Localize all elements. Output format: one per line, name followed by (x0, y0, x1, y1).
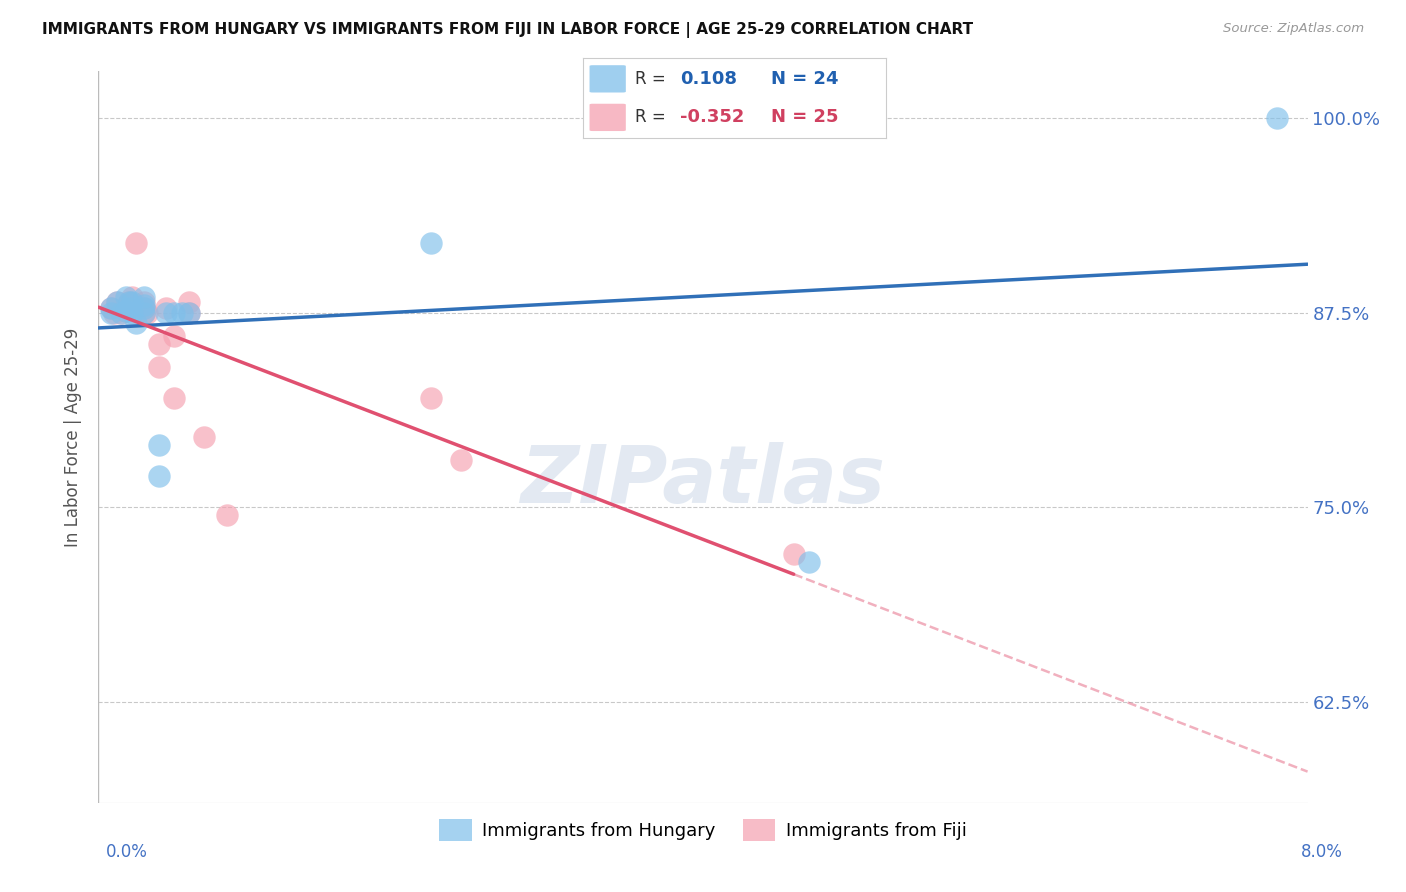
Text: R =: R = (636, 70, 665, 87)
Point (110, 305, 132, 319)
Point (121, 305, 143, 319)
Point (179, 305, 201, 319)
Point (121, 294, 143, 309)
Point (118, 294, 141, 309)
Point (100, 305, 122, 319)
Point (132, 301, 155, 315)
Text: IMMIGRANTS FROM HUNGARY VS IMMIGRANTS FROM FIJI IN LABOR FORCE | AGE 25-29 CORRE: IMMIGRANTS FROM HUNGARY VS IMMIGRANTS FR… (42, 22, 973, 38)
Text: Source: ZipAtlas.com: Source: ZipAtlas.com (1223, 22, 1364, 36)
Text: 8.0%: 8.0% (1301, 843, 1343, 861)
Point (114, 304, 136, 318)
Point (193, 430, 215, 444)
Point (450, 453, 472, 467)
Point (125, 235, 148, 250)
Point (179, 305, 201, 319)
Point (1267, 111, 1289, 125)
Point (103, 305, 125, 319)
Point (132, 294, 155, 309)
Point (132, 301, 155, 315)
Text: N = 24: N = 24 (770, 70, 838, 87)
Point (125, 317, 148, 331)
Point (135, 305, 157, 319)
Point (155, 305, 177, 319)
Point (132, 298, 155, 312)
Point (148, 336, 170, 351)
Point (155, 301, 177, 315)
Point (179, 294, 201, 309)
Point (105, 294, 128, 309)
Text: R =: R = (636, 109, 665, 127)
Y-axis label: In Labor Force | Age 25-29: In Labor Force | Age 25-29 (65, 327, 83, 547)
FancyBboxPatch shape (589, 65, 626, 93)
Point (132, 290, 155, 304)
FancyBboxPatch shape (589, 103, 626, 131)
Point (797, 555, 820, 569)
Point (148, 469, 170, 483)
Point (132, 305, 155, 319)
Point (783, 547, 806, 561)
Text: N = 25: N = 25 (770, 109, 838, 127)
Point (114, 304, 136, 318)
Point (163, 391, 186, 405)
Point (148, 359, 170, 374)
Point (163, 305, 186, 319)
Point (110, 305, 132, 319)
Point (121, 290, 143, 304)
Point (100, 301, 122, 315)
Point (105, 294, 128, 309)
Point (420, 391, 443, 405)
Point (118, 301, 141, 315)
Point (215, 508, 238, 522)
Point (170, 305, 193, 319)
Text: 0.108: 0.108 (681, 70, 737, 87)
Point (118, 294, 141, 309)
Point (148, 438, 170, 452)
Point (420, 235, 443, 250)
Legend: Immigrants from Hungary, Immigrants from Fiji: Immigrants from Hungary, Immigrants from… (432, 812, 974, 848)
Text: 0.0%: 0.0% (105, 843, 148, 861)
Point (163, 329, 186, 343)
Point (118, 301, 141, 315)
Point (114, 290, 136, 304)
Point (132, 305, 155, 319)
Text: ZIPatlas: ZIPatlas (520, 442, 886, 520)
Point (100, 301, 122, 315)
Text: -0.352: -0.352 (681, 109, 745, 127)
